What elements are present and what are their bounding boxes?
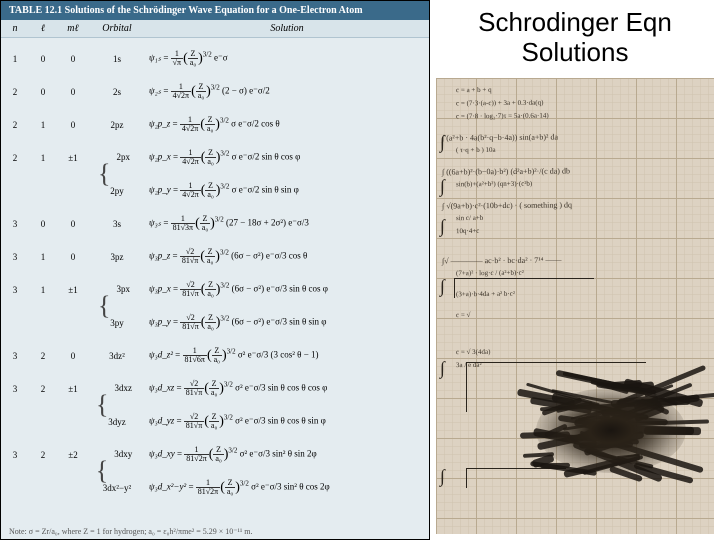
table-row: 2102pzψ₂p_z = 14√2π(Za₀)3/2 σ e⁻σ/2 cos … — [1, 108, 429, 141]
table-row: 3203dz²ψ₃d_z² = 181√6π(Za₀)3/2 σ² e⁻σ/3 … — [1, 339, 429, 372]
integral-sign: ∫ — [440, 216, 445, 237]
slide-title: Schrodinger Eqn Solutions — [430, 0, 720, 72]
integral-sign: ∫ — [440, 358, 445, 379]
table-body: 1001sψ₁ₛ = 1√π(Za₀)3/2 e⁻σ2002sψ₂ₛ = 14√… — [1, 38, 429, 508]
table-row: 31±1 {3pxψ₃p_x = √281√π(Za₀)3/2 (6σ − σ²… — [1, 273, 429, 306]
handwritten-line: ∫√ ———— ac·b² · bc·da² · 7¹⁴ —— — [442, 255, 562, 265]
table-panel: TABLE 12.1 Solutions of the Schrödinger … — [0, 0, 430, 540]
col-solution: Solution — [145, 23, 429, 34]
handwritten-line: (7+a)² · log·c / (a²+b)·c² — [456, 268, 524, 277]
title-line-2: Solutions — [434, 38, 716, 68]
table-row: 2pyψ₂p_y = 14√2π(Za₀)3/2 σ e⁻σ/2 sin θ s… — [1, 174, 429, 207]
integral-sign: ∫ — [440, 132, 445, 153]
title-line-1: Schrodinger Eqn — [434, 8, 716, 38]
sqrt-glyph — [454, 278, 594, 298]
sqrt-glyph — [466, 468, 566, 488]
handwritten-line: sin c/ a+b — [456, 214, 483, 222]
table-row: 3103pzψ₃p_z = √281√π(Za₀)3/2 (6σ − σ²) e… — [1, 240, 429, 273]
col-orbital: Orbital — [89, 23, 145, 34]
handwritten-line: ( τ·q + b ) 10a — [456, 146, 496, 154]
scribble-core — [536, 388, 686, 473]
table-row: 2002sψ₂ₛ = 14√2π(Za₀)3/2 (2 − σ) e⁻σ/2 — [1, 75, 429, 108]
handwritten-line: c = √ 3(4da) — [456, 348, 490, 356]
table-row: 3dx²−y²ψ₃d_x²−y² = 181√2π(Za₀)3/2 σ² e⁻σ… — [1, 471, 429, 504]
handwritten-line: ∫ √(9a+b)·c²·(10b+dc) · ( something ) dq — [442, 200, 572, 210]
handwritten-line: 10q·4+c — [456, 227, 479, 235]
handwritten-line: c = a + b + q — [456, 86, 492, 94]
table-row: 3dyzψ₃d_yz = √281√π(Za₀)3/2 σ² e⁻σ/3 sin… — [1, 405, 429, 438]
table-row: 1001sψ₁ₛ = 1√π(Za₀)3/2 e⁻σ — [1, 42, 429, 75]
handwritten-notes: c = a + b + q c = (7·3·(a-c)) + 3a + 0.3·… — [436, 78, 714, 534]
handwritten-line: ∫ (a²+b · 4a(b²·q−b·4a)) sin(a+b)² da — [442, 132, 558, 142]
col-n: n — [1, 23, 29, 34]
col-ml: mℓ — [57, 23, 89, 34]
table-row: 21±1 {2pxψ₂p_x = 14√2π(Za₀)3/2 σ e⁻σ/2 s… — [1, 141, 429, 174]
right-panel: Schrodinger Eqn Solutions c = a + b + qc… — [430, 0, 720, 540]
handwritten-line: c = (7·8 · log₂·7)τ = 5a·(0.6a·14) — [456, 111, 549, 120]
table-row: 32±1 {3dxzψ₃d_xz = √281√π(Za₀)3/2 σ² e⁻σ… — [1, 372, 429, 405]
integral-sign: ∫ — [440, 176, 445, 197]
handwritten-line: sin(b)+(a²+b²) (qn+3)·(c²b) — [456, 179, 532, 188]
integral-sign: ∫ — [440, 276, 445, 297]
handwritten-line: c = √ — [456, 311, 470, 319]
table-column-headers: n ℓ mℓ Orbital Solution — [1, 20, 429, 38]
integral-sign: ∫ — [440, 466, 445, 487]
handwritten-line: ∫ ((6a+b)²·(b−0a)·b²) (d²a+b)²·/(c da) d… — [442, 166, 570, 176]
table-row: 3pyψ₃p_y = √281√π(Za₀)3/2 (6σ − σ²) e⁻σ/… — [1, 306, 429, 339]
col-l: ℓ — [29, 23, 57, 34]
table-footnote: Note: σ = Zr/a₀, where Z = 1 for hydroge… — [9, 527, 253, 536]
table-row: 32±2 {3dxyψ₃d_xy = 181√2π(Za₀)3/2 σ² e⁻σ… — [1, 438, 429, 471]
table-title: TABLE 12.1 Solutions of the Schrödinger … — [1, 1, 429, 20]
handwritten-line: c = (7·3·(a-c)) + 3a + 0.3·da(q) — [456, 98, 544, 107]
table-row: 3003sψ₃ₛ = 181√3π(Za₀)3/2 (27 − 18σ + 2σ… — [1, 207, 429, 240]
